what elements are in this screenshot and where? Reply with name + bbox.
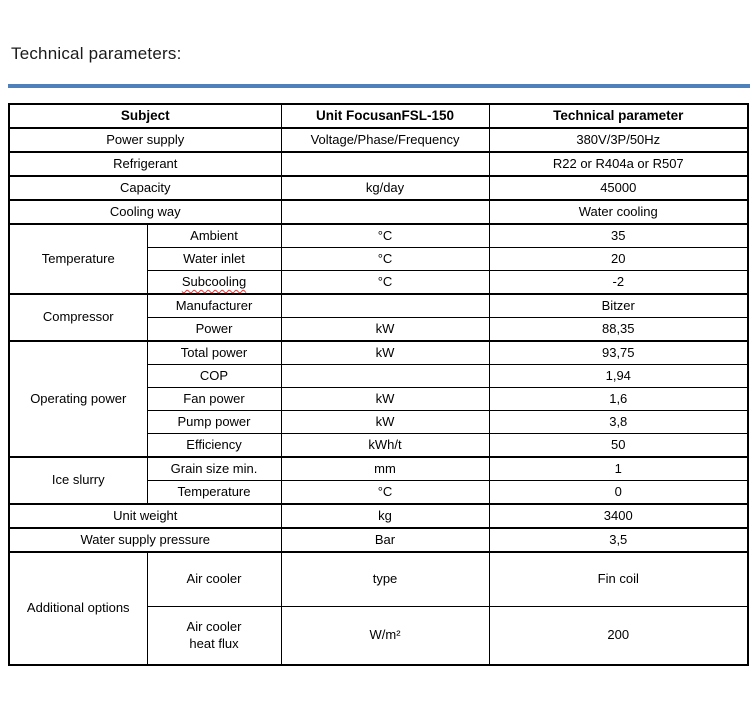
sub-item-cell: Ambient <box>146 223 282 248</box>
unit-cell: W/m² <box>280 606 490 666</box>
subject-cell: Temperature <box>8 223 148 295</box>
unit-cell: kW <box>280 340 490 365</box>
value-cell: R22 or R404a or R507 <box>488 151 749 177</box>
subject-cell: Additional options <box>8 551 148 666</box>
table-row: Air cooler heat flux W/m² 200 <box>9 606 749 666</box>
unit-cell: Bar <box>280 527 490 553</box>
unit-cell: kWh/t <box>280 433 490 458</box>
sub-item-cell: Total power <box>146 340 282 365</box>
value-cell: 35 <box>488 223 749 248</box>
spellcheck-underline: Subcooling <box>181 273 247 289</box>
value-cell: 1 <box>488 456 749 481</box>
subject-cell: Power supply <box>8 127 282 153</box>
table-row: Operating power Total power kW 93,75 <box>8 340 749 458</box>
value-cell: 380V/3P/50Hz <box>488 127 749 153</box>
unit-cell: kg/day <box>280 175 490 201</box>
unit-cell: °C <box>280 480 490 505</box>
unit-cell: Voltage/Phase/Frequency <box>280 127 490 153</box>
unit-cell: mm <box>280 456 490 481</box>
header-parameter: Technical parameter <box>488 103 749 129</box>
table-row: Fan power kW 1,6 <box>9 387 749 411</box>
sub-item-cell: Pump power <box>146 410 282 434</box>
sub-item-cell: Water inlet <box>146 247 282 271</box>
title-rule <box>8 84 750 88</box>
table-row: Efficiency kWh/t 50 <box>9 433 749 458</box>
table-row: Additional options Air cooler type Fin c… <box>8 551 749 666</box>
value-cell: 3,8 <box>488 410 749 434</box>
sub-item-cell: Power <box>146 317 282 342</box>
header-subject: Subject <box>8 103 282 129</box>
table-row: Cooling way Water cooling <box>8 199 749 225</box>
unit-cell: kW <box>280 387 490 411</box>
value-cell: 45000 <box>488 175 749 201</box>
unit-cell: kW <box>280 410 490 434</box>
unit-cell: type <box>280 551 490 607</box>
value-cell: -2 <box>488 270 749 295</box>
sub-item-cell: Efficiency <box>146 433 282 458</box>
table-row: Water supply pressure Bar 3,5 <box>8 527 749 553</box>
table-row: Capacity kg/day 45000 <box>8 175 749 201</box>
value-cell: 88,35 <box>488 317 749 342</box>
unit-cell: °C <box>280 247 490 271</box>
unit-cell: kg <box>280 503 490 529</box>
table-row: Ice slurry Grain size min. mm 1 <box>8 456 749 505</box>
table-row: Temperature °C 0 <box>9 480 749 505</box>
table-row: Pump power kW 3,8 <box>9 410 749 434</box>
subject-cell: Compressor <box>8 293 148 342</box>
sub-item-cell: Air cooler heat flux <box>146 606 282 666</box>
header-unit: Unit FocusanFSL-150 <box>280 103 490 129</box>
value-cell: 50 <box>488 433 749 458</box>
unit-cell <box>280 151 490 177</box>
sub-item-cell: Air cooler <box>146 551 282 607</box>
value-cell: Bitzer <box>488 293 749 318</box>
subject-cell: Refrigerant <box>8 151 282 177</box>
subject-cell: Operating power <box>8 340 148 458</box>
value-cell: 3400 <box>488 503 749 529</box>
unit-cell <box>280 293 490 318</box>
table-row: Refrigerant R22 or R404a or R507 <box>8 151 749 177</box>
value-cell: Fin coil <box>488 551 749 607</box>
sub-item-cell: Temperature <box>146 480 282 505</box>
value-cell: Water cooling <box>488 199 749 225</box>
value-cell: 200 <box>488 606 749 666</box>
technical-parameters-table: Subject Unit FocusanFSL-150 Technical pa… <box>8 103 750 666</box>
sub-item-cell: Fan power <box>146 387 282 411</box>
subject-cell: Unit weight <box>8 503 282 529</box>
unit-cell: °C <box>280 270 490 295</box>
value-cell: 0 <box>488 480 749 505</box>
page-title: Technical parameters: <box>11 44 182 63</box>
table-row: Temperature Ambient °C 35 <box>8 223 749 295</box>
value-cell: 1,6 <box>488 387 749 411</box>
subject-cell: Cooling way <box>8 199 282 225</box>
unit-cell: °C <box>280 223 490 248</box>
value-cell: 3,5 <box>488 527 749 553</box>
value-cell: 1,94 <box>488 364 749 388</box>
subject-cell: Ice slurry <box>8 456 148 505</box>
subject-cell: Water supply pressure <box>8 527 282 553</box>
table-row: Water inlet °C 20 <box>9 247 749 271</box>
value-cell: 20 <box>488 247 749 271</box>
table-row: Power kW 88,35 <box>9 317 749 342</box>
unit-cell: kW <box>280 317 490 342</box>
sub-item-cell: Subcooling <box>146 270 282 295</box>
table-row: Subcooling °C -2 <box>9 270 749 295</box>
unit-cell <box>280 199 490 225</box>
sub-item-cell: COP <box>146 364 282 388</box>
sub-item-cell: Grain size min. <box>146 456 282 481</box>
subject-cell: Capacity <box>8 175 282 201</box>
table-row: COP 1,94 <box>9 364 749 388</box>
unit-cell <box>280 364 490 388</box>
sub-item-cell: Manufacturer <box>146 293 282 318</box>
table-header-row: Subject Unit FocusanFSL-150 Technical pa… <box>8 103 749 129</box>
table-row: Unit weight kg 3400 <box>8 503 749 529</box>
value-cell: 93,75 <box>488 340 749 365</box>
table-row: Compressor Manufacturer Bitzer <box>8 293 749 342</box>
table-row: Power supply Voltage/Phase/Frequency 380… <box>8 127 749 153</box>
